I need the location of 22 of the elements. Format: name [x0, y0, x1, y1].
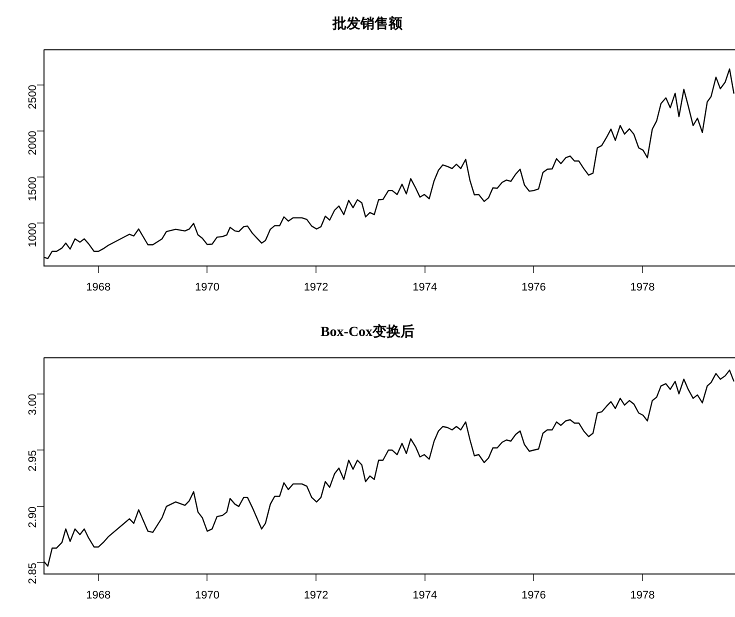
- y-tick-label: 2.85: [27, 562, 40, 584]
- y-tick-label: 1000: [27, 222, 40, 248]
- x-tick-label: 1970: [194, 590, 220, 602]
- y-tick-label: 2000: [27, 130, 40, 156]
- x-tick-label: 1970: [194, 282, 220, 294]
- y-tick-label: 3.00: [27, 394, 40, 416]
- x-tick-label: 1972: [304, 282, 328, 294]
- chart-title: 批发销售额: [332, 15, 404, 32]
- x-tick-label: 1974: [412, 282, 438, 294]
- x-tick-label: 1968: [86, 282, 111, 294]
- x-tick-label: 1974: [412, 590, 438, 602]
- x-tick-label: 1976: [521, 590, 546, 602]
- y-tick-label: 2500: [27, 84, 40, 110]
- chart-title: Box-Cox变换后: [320, 323, 415, 340]
- y-tick-label: 2.90: [27, 506, 40, 528]
- x-tick-label: 1978: [630, 590, 655, 602]
- y-tick-label: 2.95: [27, 450, 40, 472]
- x-tick-label: 1978: [630, 282, 655, 294]
- x-tick-label: 1976: [521, 282, 546, 294]
- y-tick-label: 1500: [27, 176, 40, 202]
- x-tick-label: 1968: [86, 590, 111, 602]
- x-tick-label: 1972: [304, 590, 328, 602]
